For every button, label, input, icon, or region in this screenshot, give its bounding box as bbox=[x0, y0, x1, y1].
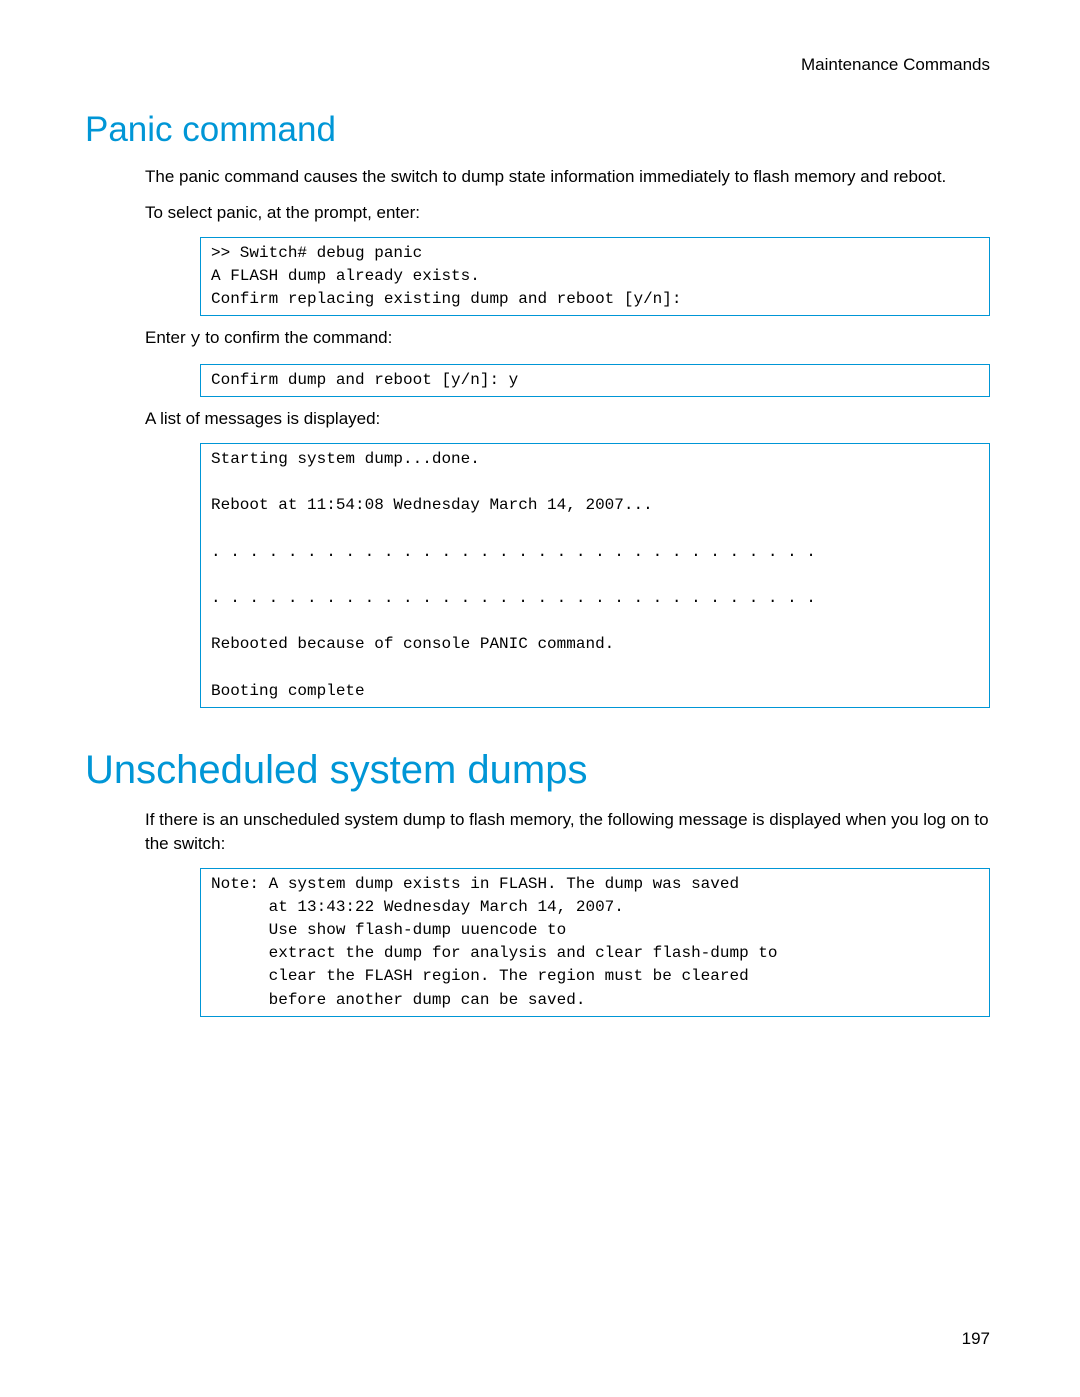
page-number: 197 bbox=[962, 1329, 990, 1349]
code-block-confirm: Confirm dump and reboot [y/n]: y bbox=[200, 364, 990, 397]
panic-messages-label: A list of messages is displayed: bbox=[145, 407, 995, 431]
page-container: Maintenance Commands Panic command The p… bbox=[0, 0, 1080, 1397]
header-section-label: Maintenance Commands bbox=[85, 55, 995, 75]
text-fragment: to confirm the command: bbox=[201, 328, 393, 347]
code-block-system-dump-output: Starting system dump...done. Reboot at 1… bbox=[200, 443, 990, 708]
code-block-debug-panic: >> Switch# debug panic A FLASH dump alre… bbox=[200, 237, 990, 317]
code-block-system-dump-note: Note: A system dump exists in FLASH. The… bbox=[200, 868, 990, 1017]
text-fragment: Enter bbox=[145, 328, 190, 347]
section-heading-unscheduled: Unscheduled system dumps bbox=[85, 748, 995, 793]
panic-select-instruction: To select panic, at the prompt, enter: bbox=[145, 201, 995, 225]
panic-description: The panic command causes the switch to d… bbox=[145, 165, 995, 189]
section-heading-panic: Panic command bbox=[85, 110, 995, 150]
panic-confirm-instruction: Enter y to confirm the command: bbox=[145, 326, 995, 352]
inline-code-y: y bbox=[190, 330, 200, 349]
unscheduled-description: If there is an unscheduled system dump t… bbox=[145, 808, 995, 856]
